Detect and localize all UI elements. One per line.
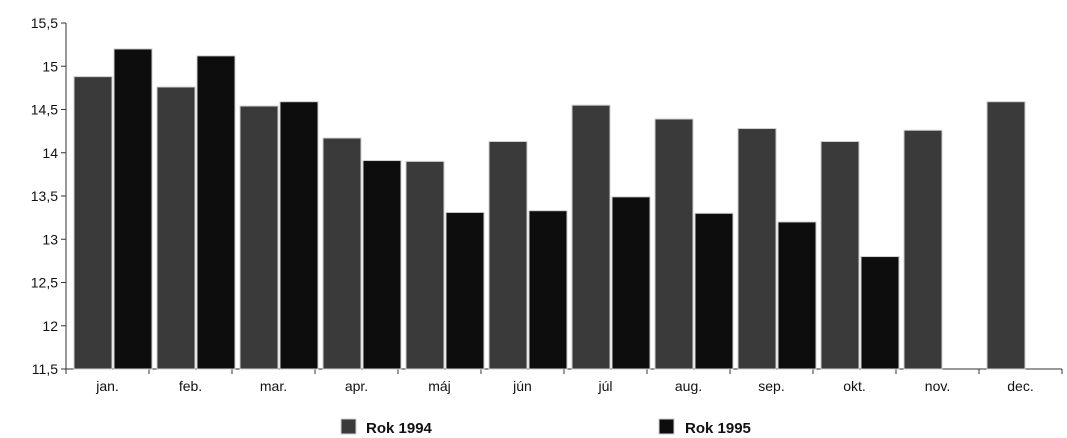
x-tick-label: okt. <box>843 378 866 394</box>
y-axis: 11,5 12 12,5 13 13,5 14 14,5 15 15,5 <box>31 15 67 377</box>
x-tick-label: jan. <box>95 378 119 394</box>
x-tick-label: aug. <box>675 378 702 394</box>
x-tick-label: apr. <box>345 378 368 394</box>
bar-rok-1994-mar <box>239 105 279 370</box>
x-tick-label: sep. <box>758 378 784 394</box>
x-tick-label: feb. <box>179 378 202 394</box>
bar-rok-1994-apr <box>322 137 362 370</box>
bar-rok-1994-dec <box>986 101 1026 370</box>
x-tick-label: máj <box>428 378 451 394</box>
bar-rok-1994-máj <box>405 160 445 370</box>
bar-rok-1994-okt <box>820 141 860 370</box>
x-tick-label: júl <box>597 378 612 394</box>
bar-rok-1995-jan <box>113 48 153 370</box>
bar-rok-1994-jún <box>488 141 528 370</box>
bars <box>73 48 1026 370</box>
y-tick-label: 13,5 <box>31 188 58 204</box>
bar-rok-1995-máj <box>445 211 485 370</box>
y-tick-label: 14 <box>42 145 58 161</box>
legend-label-rok-1994: Rok 1994 <box>366 420 433 437</box>
y-tick-label: 12,5 <box>31 275 58 291</box>
bar-rok-1995-júl <box>611 196 651 370</box>
bar-rok-1994-jan <box>73 76 113 370</box>
bar-rok-1995-jún <box>528 210 568 370</box>
x-tick-label: jún <box>512 378 532 394</box>
x-tick-label: mar. <box>260 378 287 394</box>
legend: Rok 1994 Rok 1995 <box>340 418 751 437</box>
bar-rok-1994-feb <box>156 86 196 370</box>
y-tick-label: 15,5 <box>31 15 58 31</box>
legend-swatch-rok-1995 <box>658 418 675 435</box>
bar-rok-1995-mar <box>279 101 319 370</box>
legend-swatch-rok-1994 <box>340 418 357 435</box>
bar-rok-1995-sep <box>777 221 817 370</box>
bar-rok-1994-nov <box>903 129 943 370</box>
y-tick-label: 13 <box>42 231 58 247</box>
x-axis: jan. feb. mar. apr. máj jún júl aug. sep. okt. nov… <box>65 368 1063 394</box>
y-tick-label: 11,5 <box>32 361 58 377</box>
y-tick-label: 14,5 <box>31 102 58 118</box>
bar-rok-1995-aug <box>694 212 734 370</box>
bar-rok-1995-apr <box>362 160 402 370</box>
bar-rok-1994-júl <box>571 104 611 370</box>
x-tick-label: dec. <box>1007 378 1033 394</box>
y-tick-label: 12 <box>42 318 58 334</box>
legend-label-rok-1995: Rok 1995 <box>685 420 751 437</box>
x-tick-label: nov. <box>925 378 950 394</box>
y-tick-label: 15 <box>42 58 58 74</box>
bar-rok-1994-sep <box>737 128 777 370</box>
bar-rok-1995-feb <box>196 55 236 370</box>
bar-rok-1994-aug <box>654 118 694 370</box>
bar-rok-1995-okt <box>860 256 900 370</box>
